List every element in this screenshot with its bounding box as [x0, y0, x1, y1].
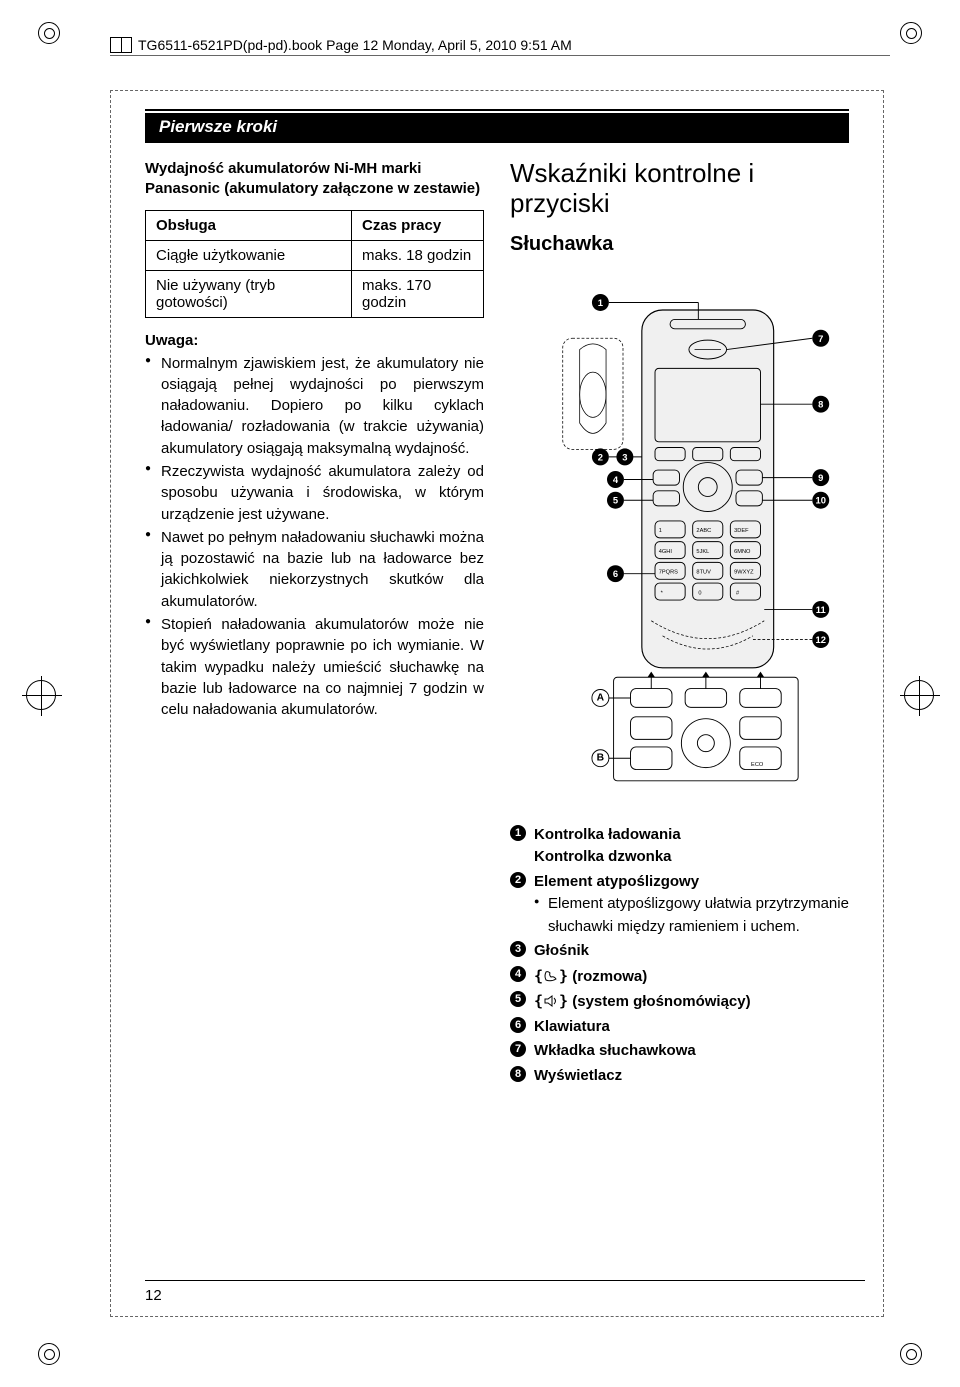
table-row: Nie używany (tryb gotowości) maks. 170 g… — [146, 270, 484, 317]
speaker-icon — [543, 995, 559, 1007]
svg-text:1: 1 — [598, 297, 603, 308]
svg-text:B: B — [597, 753, 604, 764]
header-text: TG6511-6521PD(pd-pd).book Page 12 Monday… — [138, 37, 572, 53]
svg-text:0: 0 — [698, 590, 701, 596]
legend-label: Wkładka słuchawkowa — [534, 1042, 696, 1059]
svg-text:7PQRS: 7PQRS — [659, 569, 678, 575]
battery-table: Obsługa Czas pracy Ciągłe użytkowanie ma… — [145, 210, 484, 318]
svg-text:4: 4 — [613, 474, 619, 485]
svg-text:1: 1 — [659, 528, 662, 534]
list-item: Kontrolka ładowania Kontrolka dzwonka — [510, 824, 849, 869]
svg-text:6: 6 — [613, 568, 618, 579]
svg-text:8: 8 — [818, 398, 823, 409]
section-title: Pierwsze kroki — [159, 117, 277, 136]
battery-subtitle: Wydajność akumulatorów Ni-MH marki Panas… — [145, 159, 484, 200]
svg-text:3: 3 — [622, 451, 627, 462]
document-header: TG6511-6521PD(pd-pd).book Page 12 Monday… — [110, 36, 890, 56]
legend-list: Kontrolka ładowania Kontrolka dzwonka El… — [510, 824, 849, 1088]
svg-text:5: 5 — [613, 494, 618, 505]
right-column: Wskaźniki kontrolne i przyciski Słuchawk… — [510, 159, 849, 1089]
table-cell: Nie używany (tryb gotowości) — [146, 270, 352, 317]
table-cell: maks. 18 godzin — [351, 240, 483, 270]
svg-text:A: A — [597, 692, 605, 703]
svg-text:7: 7 — [818, 333, 823, 344]
svg-text:ECO: ECO — [751, 762, 764, 768]
page-number: 12 — [145, 1280, 865, 1304]
list-item: Klawiatura — [510, 1016, 849, 1039]
registration-mark-icon — [26, 680, 56, 710]
list-item: Normalnym zjawiskiem jest, że akumulator… — [145, 353, 484, 459]
page-frame: Pierwsze kroki Wydajność akumulatorów Ni… — [110, 90, 884, 1317]
section-header: Pierwsze kroki — [145, 113, 849, 143]
legend-label: Klawiatura — [534, 1018, 610, 1035]
table-row: Ciągłe użytkowanie maks. 18 godzin — [146, 240, 484, 270]
talk-icon — [543, 970, 559, 982]
note-label: Uwaga: — [145, 332, 484, 349]
legend-label: Wyświetlacz — [534, 1067, 622, 1084]
list-item: Element atypoślizgowy Element atypoślizg… — [510, 871, 849, 939]
legend-label: Głośnik — [534, 942, 589, 959]
crop-mark-icon — [900, 1343, 922, 1365]
legend-label: (rozmowa) — [572, 968, 647, 985]
list-item: Nawet po pełnym naładowaniu słuchawki mo… — [145, 527, 484, 612]
list-item: Wkładka słuchawkowa — [510, 1040, 849, 1063]
crop-mark-icon — [38, 22, 60, 44]
list-item: {} (system głośnomówiący) — [510, 990, 849, 1014]
legend-label: Kontrolka ładowania — [534, 826, 681, 843]
list-item: Stopień naładowania akumulatorów może ni… — [145, 614, 484, 720]
table-header: Czas pracy — [351, 210, 483, 240]
controls-heading: Wskaźniki kontrolne i przyciski — [510, 159, 849, 219]
svg-text:3DEF: 3DEF — [734, 528, 749, 534]
svg-text:2ABC: 2ABC — [696, 528, 711, 534]
crop-mark-icon — [900, 22, 922, 44]
svg-text:6MNO: 6MNO — [734, 549, 751, 555]
registration-mark-icon — [904, 680, 934, 710]
table-header: Obsługa — [146, 210, 352, 240]
table-cell: maks. 170 godzin — [351, 270, 483, 317]
svg-text:10: 10 — [816, 494, 826, 505]
legend-label: Kontrolka dzwonka — [534, 848, 672, 865]
table-cell: Ciągłe użytkowanie — [146, 240, 352, 270]
svg-text:9WXYZ: 9WXYZ — [734, 569, 754, 575]
list-item: Głośnik — [510, 940, 849, 963]
legend-label: Element atypoślizgowy — [534, 873, 699, 890]
svg-text:9: 9 — [818, 472, 823, 483]
legend-label: (system głośnomówiący) — [572, 993, 750, 1010]
list-item: Wyświetlacz — [510, 1065, 849, 1088]
svg-text:8TUV: 8TUV — [696, 569, 711, 575]
handset-heading: Słuchawka — [510, 233, 849, 256]
handset-diagram: 1 2ABC 3DEF 4GHI 5JKL 6MNO 7PQRS 8TUV 9W… — [510, 266, 849, 806]
crop-mark-icon — [38, 1343, 60, 1365]
book-icon — [110, 37, 132, 53]
left-column: Wydajność akumulatorów Ni-MH marki Panas… — [145, 159, 484, 1089]
svg-text:5JKL: 5JKL — [696, 549, 709, 555]
legend-sub: Element atypoślizgowy ułatwia przytrzyma… — [534, 893, 849, 938]
list-item: Rzeczywista wydajność akumulatora zależy… — [145, 461, 484, 525]
list-item: {} (rozmowa) — [510, 965, 849, 989]
notes-list: Normalnym zjawiskiem jest, że akumulator… — [145, 353, 484, 721]
svg-text:11: 11 — [816, 604, 826, 615]
svg-text:12: 12 — [816, 634, 826, 645]
svg-text:4GHI: 4GHI — [659, 549, 673, 555]
svg-text:2: 2 — [598, 451, 603, 462]
